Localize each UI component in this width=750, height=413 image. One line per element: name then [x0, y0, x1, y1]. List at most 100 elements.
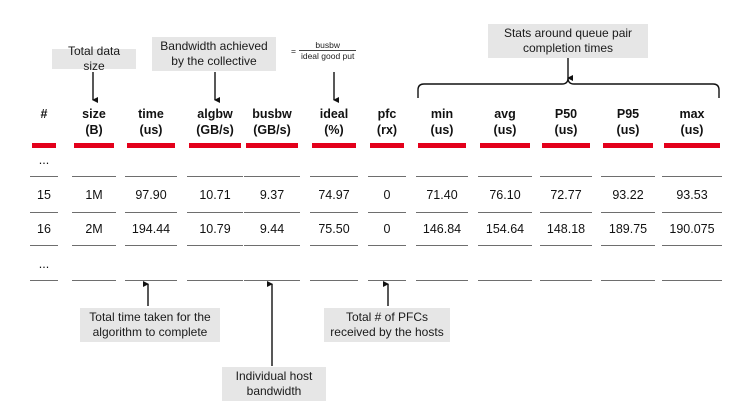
- row-rule: [662, 212, 722, 213]
- column-header-underline: [542, 143, 590, 148]
- callout-total-time: Total time taken for the algorithm to co…: [80, 308, 220, 342]
- callout-stats: Stats around queue pair completion times: [488, 24, 648, 58]
- callout-bandwidth: Bandwidth achieved by the collective: [152, 37, 276, 71]
- row-rule: [416, 245, 468, 246]
- table-cell: ...: [38, 153, 50, 167]
- column-header-ideal: ideal (%): [304, 106, 364, 140]
- row-rule: [244, 245, 300, 246]
- column-header-avg: avg (us): [475, 106, 535, 140]
- column-header-underline: [418, 143, 466, 148]
- row-rule: [601, 212, 655, 213]
- column-header-name: pfc: [377, 107, 397, 121]
- row-rule: [478, 245, 532, 246]
- row-rule: [601, 245, 655, 246]
- column-header-size: size (B): [64, 106, 124, 140]
- row-rule: [30, 245, 58, 246]
- row-rule: [187, 245, 243, 246]
- row-rule: [478, 280, 532, 281]
- table-cell: 75.50: [318, 222, 350, 236]
- callout-stats-line2: completion times: [522, 41, 614, 55]
- ideal-formula-numerator: busbw: [298, 40, 357, 51]
- row-rule: [540, 176, 592, 177]
- callout-total-data-size-text: Total data size: [67, 44, 121, 73]
- callout-total-time-line2: algorithm to complete: [92, 325, 208, 339]
- column-header-underline: [480, 143, 530, 148]
- column-header-unit: (us): [680, 123, 704, 137]
- table-cell: 93.22: [612, 188, 644, 202]
- column-header-name: max: [679, 107, 705, 121]
- row-rule: [478, 212, 532, 213]
- column-header-unit: (rx): [376, 123, 398, 137]
- column-header-max: max (us): [662, 106, 722, 140]
- row-rule: [540, 212, 592, 213]
- column-header-unit: (us): [430, 123, 454, 137]
- row-rule: [125, 176, 177, 177]
- column-header-underline: [74, 143, 114, 148]
- ideal-formula-denominator: ideal good put: [300, 51, 355, 61]
- callout-pfc-line1: Total # of PFCs: [345, 310, 429, 324]
- table-cell: 93.53: [676, 188, 708, 202]
- row-rule: [662, 245, 722, 246]
- table-cell: 16: [37, 222, 51, 236]
- table-cell: 71.40: [426, 188, 458, 202]
- column-header-underline: [664, 143, 720, 148]
- table-cell: 9.37: [259, 188, 285, 202]
- column-header-p50: P50 (us): [536, 106, 596, 140]
- column-header-underline: [32, 143, 56, 148]
- column-header-name: ideal: [319, 107, 349, 121]
- column-header-unit: (B): [85, 123, 103, 137]
- column-header-unit: (us): [616, 123, 640, 137]
- row-rule: [72, 212, 116, 213]
- row-rule: [125, 245, 177, 246]
- column-header-underline: [312, 143, 356, 148]
- ideal-formula: = busbw ideal good put: [291, 40, 357, 61]
- column-header-name: time: [138, 107, 164, 121]
- column-header-pfc: pfc (rx): [357, 106, 417, 140]
- table-cell: 190.075: [669, 222, 715, 236]
- row-rule: [416, 280, 468, 281]
- row-rule: [72, 176, 116, 177]
- table-cell: 2M: [85, 222, 103, 236]
- row-rule: [601, 280, 655, 281]
- column-header-unit: (%): [324, 123, 344, 137]
- table-cell: 76.10: [489, 188, 521, 202]
- column-header-unit: (us): [493, 123, 517, 137]
- table-cell: 72.77: [550, 188, 582, 202]
- row-rule: [72, 245, 116, 246]
- column-header-name: busbw: [252, 107, 292, 121]
- callout-host-bandwidth: Individual host bandwidth: [222, 367, 326, 401]
- column-header-unit: (GB/s): [196, 123, 234, 137]
- row-rule: [416, 212, 468, 213]
- table-cell: 10.79: [199, 222, 231, 236]
- table-cell: 1M: [85, 188, 103, 202]
- column-header-unit: (us): [139, 123, 163, 137]
- column-header-underline: [370, 143, 404, 148]
- row-rule: [244, 280, 300, 281]
- callout-total-data-size: Total data size: [52, 44, 136, 73]
- row-rule: [30, 212, 58, 213]
- row-rule: [310, 212, 358, 213]
- row-rule: [368, 212, 406, 213]
- column-header-underline: [189, 143, 241, 148]
- row-rule: [662, 280, 722, 281]
- column-header-underline: [603, 143, 653, 148]
- row-rule: [368, 280, 406, 281]
- ideal-formula-eq: =: [291, 45, 296, 56]
- row-rule: [187, 176, 243, 177]
- row-rule: [540, 245, 592, 246]
- column-header-name: size: [82, 107, 106, 121]
- row-rule: [72, 280, 116, 281]
- table-cell: 0: [383, 222, 391, 236]
- column-header-unit: (us): [554, 123, 578, 137]
- row-rule: [244, 212, 300, 213]
- table-cell: 15: [37, 188, 51, 202]
- callout-host-bandwidth-line2: bandwidth: [246, 384, 302, 398]
- row-rule: [368, 245, 406, 246]
- column-header-index: #: [14, 106, 74, 140]
- column-header-time: time (us): [121, 106, 181, 140]
- column-header-min: min (us): [412, 106, 472, 140]
- callout-total-time-line1: Total time taken for the: [89, 310, 211, 324]
- column-header-p95: P95 (us): [598, 106, 658, 140]
- table-cell: 194.44: [131, 222, 171, 236]
- row-rule: [368, 176, 406, 177]
